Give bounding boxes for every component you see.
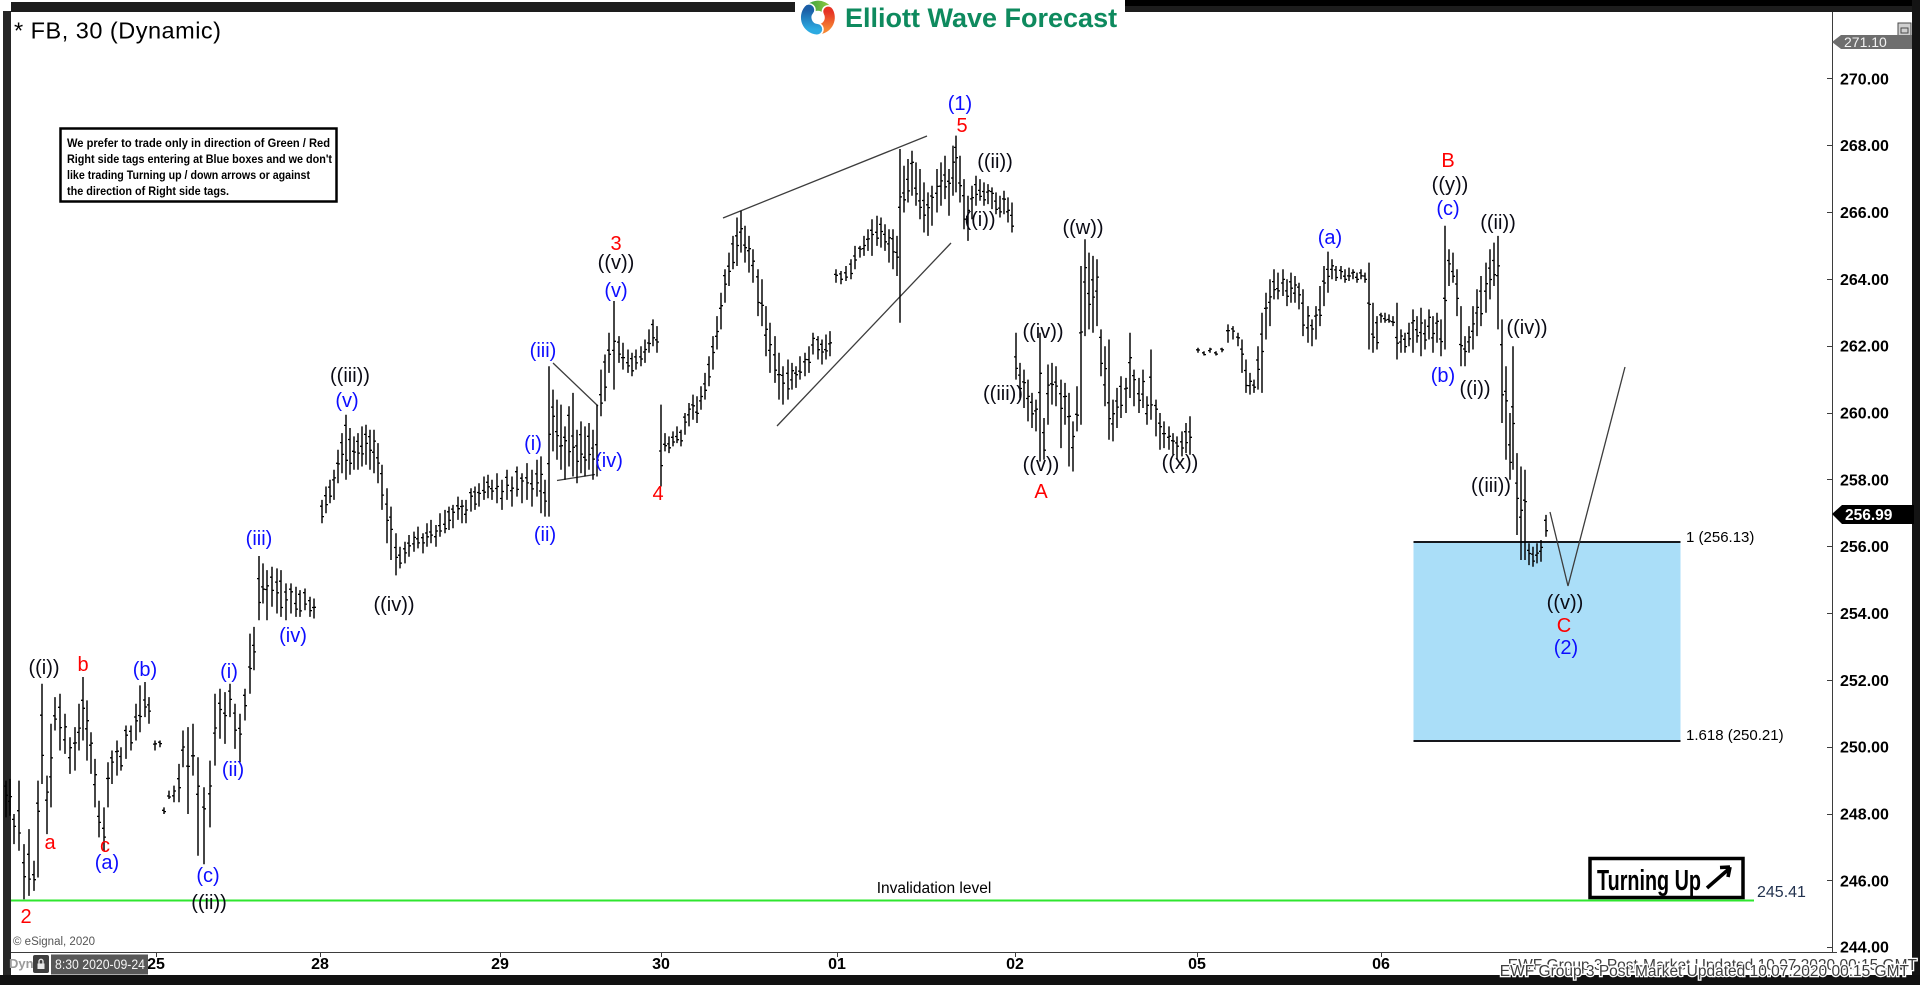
svg-text:29: 29 [491, 956, 509, 973]
svg-text:256.00: 256.00 [1840, 539, 1889, 556]
svg-text:(iv): (iv) [595, 450, 623, 472]
svg-text:06: 06 [1372, 956, 1390, 973]
svg-text:Right side tags entering at Bl: Right side tags entering at Blue boxes a… [67, 154, 332, 166]
svg-text:(ii): (ii) [534, 524, 556, 546]
svg-text:(a): (a) [95, 852, 119, 874]
svg-text:1.618 (250.21): 1.618 (250.21) [1686, 727, 1784, 744]
svg-text:246.00: 246.00 [1840, 873, 1889, 890]
svg-text:((v)): ((v)) [1023, 454, 1060, 476]
svg-text:((v)): ((v)) [1547, 592, 1584, 614]
svg-text:(c): (c) [1436, 198, 1459, 220]
svg-text:((i)): ((i)) [1459, 378, 1490, 400]
svg-text:252.00: 252.00 [1840, 673, 1889, 690]
svg-text:4: 4 [652, 483, 663, 505]
svg-text:© eSignal, 2020: © eSignal, 2020 [13, 936, 95, 948]
svg-text:271.10: 271.10 [1844, 34, 1887, 50]
svg-text:268.00: 268.00 [1840, 138, 1889, 155]
svg-text:(i): (i) [220, 661, 238, 683]
svg-text:(b): (b) [1431, 365, 1455, 387]
svg-text:266.00: 266.00 [1840, 205, 1889, 222]
svg-text:1 (256.13): 1 (256.13) [1686, 529, 1754, 546]
svg-text:8:30 2020-09-24: 8:30 2020-09-24 [55, 957, 145, 972]
svg-text:260.00: 260.00 [1840, 406, 1889, 423]
svg-text:25: 25 [147, 956, 165, 973]
svg-text:B: B [1441, 150, 1454, 172]
svg-text:(a): (a) [1318, 227, 1342, 249]
svg-text:((w)): ((w)) [1062, 217, 1103, 239]
svg-text:02: 02 [1006, 956, 1024, 973]
svg-text:248.00: 248.00 [1840, 807, 1889, 824]
svg-text:a: a [44, 832, 56, 854]
svg-text:((iii)): ((iii)) [330, 365, 370, 387]
svg-text:(v): (v) [335, 390, 358, 412]
svg-text:We prefer to trade only in dir: We prefer to trade only in direction of … [67, 138, 330, 150]
svg-text:((iv)): ((iv)) [373, 594, 414, 616]
svg-text:((iv)): ((iv)) [1506, 317, 1547, 339]
svg-text:((iv)): ((iv)) [1022, 321, 1063, 343]
svg-text:((i)): ((i)) [28, 657, 59, 679]
svg-text:(1): (1) [948, 93, 972, 115]
svg-text:((iii)): ((iii)) [983, 383, 1023, 405]
svg-text:* FB, 30 (Dynamic): * FB, 30 (Dynamic) [14, 18, 222, 44]
svg-text:(iii): (iii) [530, 340, 557, 362]
svg-text:Invalidation level: Invalidation level [877, 880, 992, 897]
svg-text:A: A [1034, 481, 1048, 503]
svg-text:264.00: 264.00 [1840, 272, 1889, 289]
svg-text:3: 3 [610, 233, 621, 255]
svg-text:01: 01 [828, 956, 846, 973]
svg-text:Turning Up: Turning Up [1597, 865, 1701, 897]
svg-text:(b): (b) [133, 659, 157, 681]
svg-text:(iii): (iii) [246, 528, 273, 550]
svg-text:EWF Group 3 Post-Market Update: EWF Group 3 Post-Market Updated 10.07.20… [1508, 957, 1918, 974]
svg-text:Dyn: Dyn [9, 956, 34, 971]
svg-text:((iii)): ((iii)) [1471, 475, 1511, 497]
svg-text:EWF Group 3 Post-Market Update: EWF Group 3 Post-Market Updated 10.07.20… [1500, 963, 1910, 980]
svg-text:254.00: 254.00 [1840, 606, 1889, 623]
svg-text:258.00: 258.00 [1840, 472, 1889, 489]
svg-text:(v): (v) [604, 280, 627, 302]
svg-text:2: 2 [20, 906, 31, 928]
svg-text:c: c [100, 835, 110, 857]
svg-text:((ii)): ((ii)) [191, 892, 227, 914]
svg-text:5: 5 [956, 115, 967, 137]
svg-text:256.99: 256.99 [1845, 507, 1893, 524]
svg-text:245.41: 245.41 [1757, 884, 1806, 901]
svg-text:b: b [77, 654, 88, 676]
svg-text:((y)): ((y)) [1432, 174, 1469, 196]
svg-text:like trading Turning up / down: like trading Turning up / down arrows or… [67, 170, 310, 182]
svg-text:262.00: 262.00 [1840, 339, 1889, 356]
svg-text:(c): (c) [196, 865, 219, 887]
svg-text:((ii)): ((ii)) [1480, 212, 1516, 234]
svg-text:C: C [1557, 615, 1571, 637]
svg-text:((v)): ((v)) [598, 252, 635, 274]
svg-text:(i): (i) [524, 433, 542, 455]
svg-text:244.00: 244.00 [1840, 940, 1889, 957]
svg-text:30: 30 [652, 956, 670, 973]
svg-text:Elliott Wave Forecast: Elliott Wave Forecast [845, 3, 1117, 33]
svg-text:(ii): (ii) [222, 759, 244, 781]
svg-text:270.00: 270.00 [1840, 71, 1889, 88]
svg-text:((ii)): ((ii)) [977, 151, 1013, 173]
svg-text:the direction of Right side ta: the direction of Right side tags. [67, 186, 229, 198]
svg-text:28: 28 [311, 956, 329, 973]
svg-text:250.00: 250.00 [1840, 740, 1889, 757]
svg-text:(2): (2) [1554, 637, 1578, 659]
svg-text:((x)): ((x)) [1162, 452, 1199, 474]
svg-text:05: 05 [1188, 956, 1206, 973]
svg-text:(iv): (iv) [279, 625, 307, 647]
svg-text:((i)): ((i)) [964, 209, 995, 231]
